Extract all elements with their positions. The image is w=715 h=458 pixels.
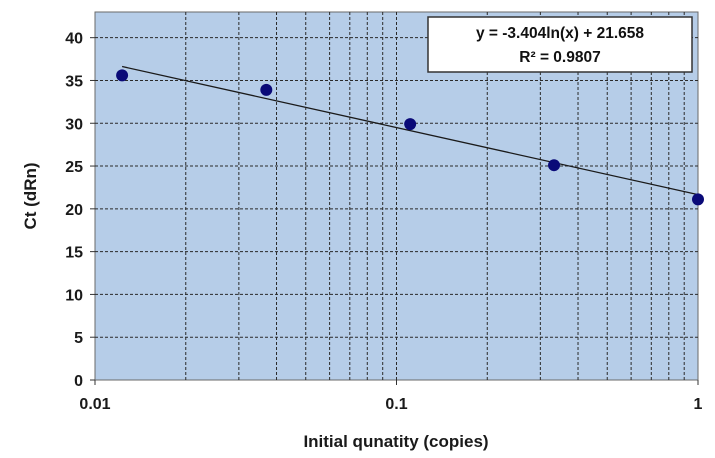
- y-tick-label: 15: [65, 245, 83, 262]
- trendline: [121, 65, 699, 196]
- y-axis-title: Ct (dRn): [21, 162, 40, 229]
- y-tick-label: 10: [65, 287, 83, 304]
- y-tick-label: 5: [74, 330, 83, 347]
- data-point: [260, 83, 273, 96]
- equation-box-frame: [427, 16, 693, 73]
- y-axis-ticks: 0 5 10 15 20 25 30 35 40: [65, 31, 95, 390]
- data-points: [116, 69, 704, 206]
- data-point: [404, 118, 417, 131]
- data-point: [116, 69, 129, 82]
- y-tick-label: 25: [65, 159, 83, 176]
- data-point: [692, 193, 704, 206]
- equation-box: y = -3.404ln(x) + 21.658 R² = 0.9807: [427, 16, 693, 73]
- grid: [95, 12, 698, 380]
- data-point: [548, 159, 561, 172]
- y-tick-label: 30: [65, 116, 83, 133]
- x-axis-title: Initial qunatity (copies): [303, 432, 488, 451]
- x-tick-label: 1: [694, 396, 703, 413]
- y-tick-label: 40: [65, 31, 83, 48]
- x-tick-label: 0.1: [385, 396, 407, 413]
- y-tick-label: 35: [65, 73, 83, 90]
- y-tick-label: 0: [74, 373, 83, 390]
- x-axis-ticks: 0.01 0.1 1: [79, 380, 703, 413]
- x-tick-label: 0.01: [79, 396, 110, 413]
- r-squared-label: R² = 0.9807: [519, 49, 600, 66]
- trendline-equation: y = -3.404ln(x) + 21.658: [476, 25, 644, 42]
- y-tick-label: 20: [65, 202, 83, 219]
